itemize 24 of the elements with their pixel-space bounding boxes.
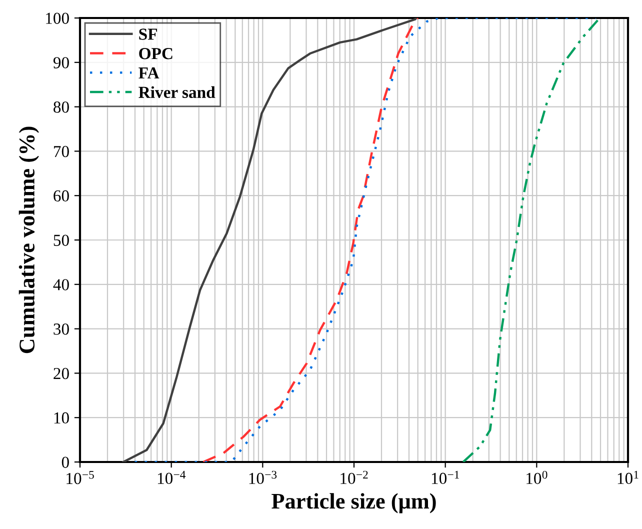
x-tick-label: 10$^{−3}$ (249, 470, 277, 484)
x-tick-label: 10$^{0}$ (526, 470, 548, 484)
legend-label: OPC (139, 48, 172, 60)
x-tick-label: 10$^{−2}$ (340, 470, 368, 484)
y-tick-label: 90 (53, 57, 69, 68)
legend-label: SF (139, 28, 157, 40)
x-axis-title: Particle size (μm) (272, 493, 436, 514)
y-tick-label: 40 (53, 279, 69, 290)
legend-label: River sand (138, 86, 216, 98)
x-tick-label: 10$^{−5}$ (66, 470, 94, 484)
y-tick-label: 20 (54, 368, 69, 380)
x-tick-label: 10$^{−4}$ (158, 470, 186, 484)
x-tick-label: 10$^{−1}$ (432, 470, 460, 484)
y-tick-label: 10 (54, 412, 69, 424)
y-tick-label: 80 (54, 102, 69, 113)
x-tick-label: 10$^{1}$ (618, 470, 638, 484)
legend-label: FA (138, 67, 160, 78)
y-tick-label: 30 (54, 324, 69, 335)
y-tick-label: 60 (54, 190, 69, 202)
y-tick-label: 100 (46, 12, 69, 24)
y-tick-label: 0 (62, 456, 69, 468)
y-tick-label: 50 (54, 234, 69, 246)
y-tick-label: 70 (54, 146, 69, 158)
y-axis-title: Cumulative volume (%) (18, 126, 40, 354)
